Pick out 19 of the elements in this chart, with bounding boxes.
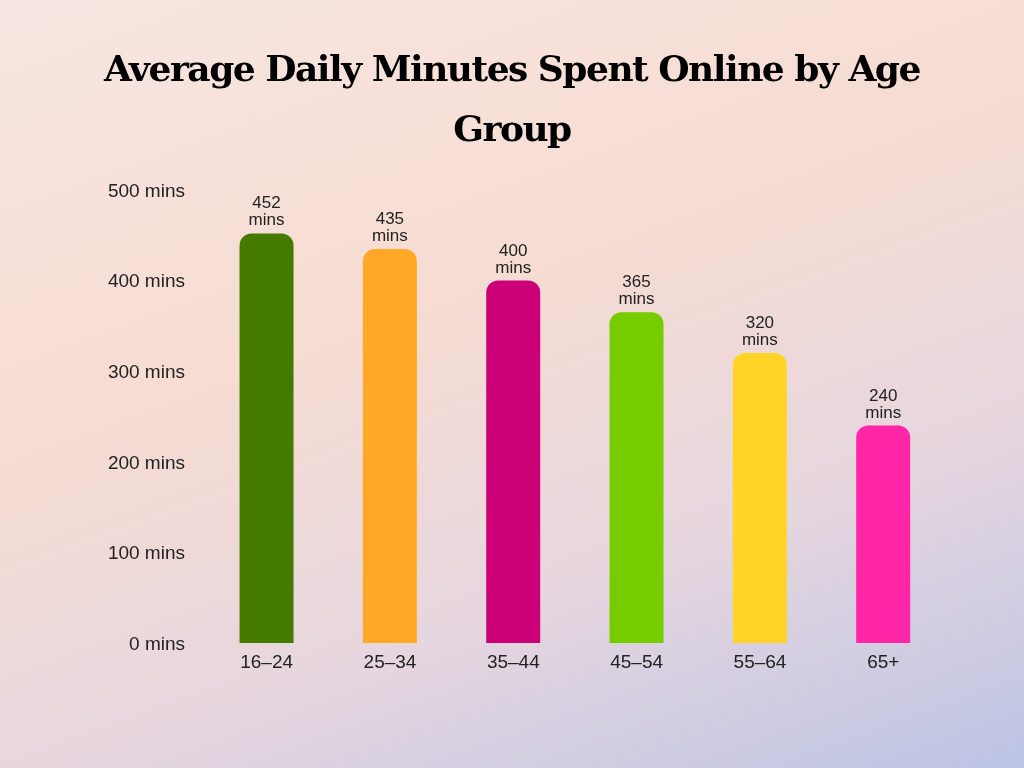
y-tick-label: 300 mins bbox=[107, 360, 185, 382]
data-label: 240 mins bbox=[865, 385, 902, 422]
x-tick-label: 55–64 bbox=[733, 651, 787, 673]
y-tick-label: 100 mins bbox=[107, 542, 185, 564]
chart-title: Average Daily Minutes Spent Online by Age Group bbox=[102, 46, 921, 151]
x-tick-label: 16–24 bbox=[240, 651, 294, 673]
y-tick-label: 200 mins bbox=[107, 451, 185, 473]
y-tick-label: 400 mins bbox=[107, 270, 185, 292]
x-tick-label: 35–44 bbox=[486, 651, 541, 673]
y-tick-label: 0 mins bbox=[129, 632, 185, 654]
data-label: 365 mins bbox=[618, 272, 655, 309]
data-label: 435 mins bbox=[371, 208, 408, 245]
x-tick-label: 65+ bbox=[867, 651, 900, 673]
data-label: 400 mins bbox=[495, 240, 532, 277]
y-tick-label: 500 mins bbox=[107, 179, 185, 201]
x-tick-label: 25–34 bbox=[363, 651, 417, 673]
x-tick-label: 45–54 bbox=[610, 651, 664, 673]
data-label: 452 mins bbox=[248, 193, 285, 230]
data-label: 320 mins bbox=[741, 313, 778, 350]
